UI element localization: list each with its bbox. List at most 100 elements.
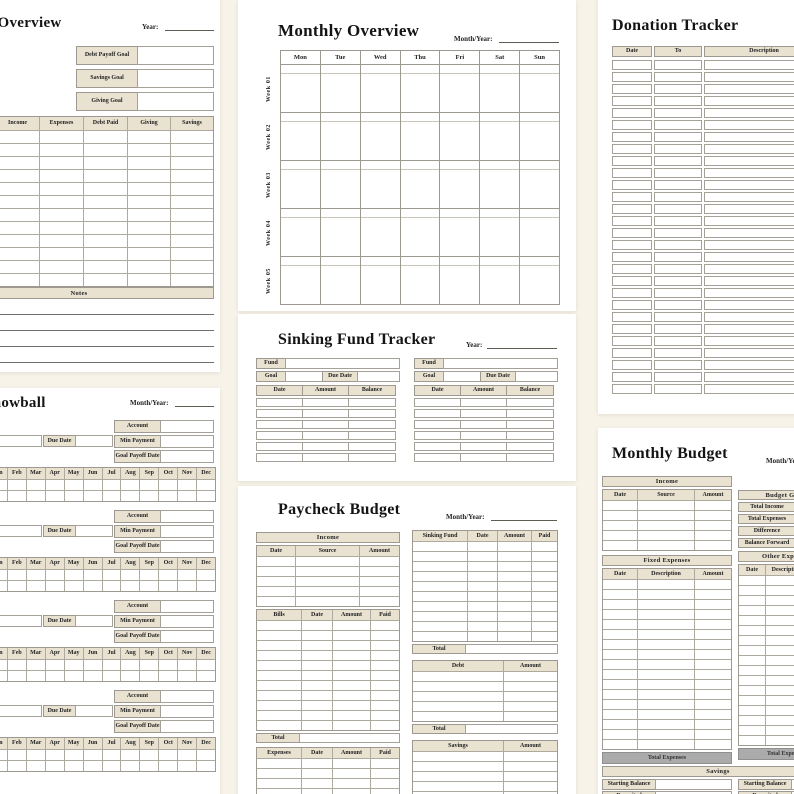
table-cell[interactable] xyxy=(120,491,139,501)
table-cell[interactable] xyxy=(170,170,213,182)
table-cell[interactable] xyxy=(63,660,83,670)
table-cell[interactable] xyxy=(332,711,370,720)
table-cell[interactable] xyxy=(63,491,83,501)
table-cell[interactable] xyxy=(414,398,461,407)
table-cell[interactable] xyxy=(139,570,158,580)
table-cell[interactable] xyxy=(82,581,102,591)
table-cell[interactable] xyxy=(739,726,765,735)
table-cell[interactable] xyxy=(39,222,83,234)
table-cell[interactable] xyxy=(637,630,694,639)
table-cell[interactable] xyxy=(196,750,215,760)
table-cell[interactable] xyxy=(101,660,121,670)
table-cell[interactable] xyxy=(101,480,121,490)
table-cell[interactable] xyxy=(765,666,794,675)
table-cell[interactable] xyxy=(83,274,127,286)
table-cell[interactable] xyxy=(739,706,765,715)
table-cell[interactable] xyxy=(413,772,503,781)
field-value-box[interactable] xyxy=(160,705,214,718)
table-cell[interactable] xyxy=(177,671,196,681)
table-cell[interactable] xyxy=(637,620,694,629)
table-cell[interactable] xyxy=(0,491,7,501)
due-date-box[interactable] xyxy=(515,371,558,382)
table-cell[interactable] xyxy=(127,261,170,273)
table-cell[interactable] xyxy=(603,680,637,689)
table-cell[interactable] xyxy=(765,706,794,715)
table-cell[interactable] xyxy=(460,409,507,418)
table-cell[interactable] xyxy=(739,736,765,745)
table-cell[interactable] xyxy=(765,616,794,625)
table-cell[interactable] xyxy=(704,300,794,310)
table-cell[interactable] xyxy=(25,480,45,490)
table-cell[interactable] xyxy=(158,660,177,670)
table-cell[interactable] xyxy=(637,511,694,520)
table-cell[interactable] xyxy=(739,676,765,685)
table-cell[interactable] xyxy=(704,108,794,118)
table-cell[interactable] xyxy=(612,336,652,346)
table-cell[interactable] xyxy=(295,587,359,596)
table-cell[interactable] xyxy=(158,761,177,771)
table-cell[interactable] xyxy=(654,360,702,370)
table-cell[interactable] xyxy=(637,650,694,659)
table-cell[interactable] xyxy=(139,491,158,501)
table-cell[interactable] xyxy=(413,672,503,681)
table-cell[interactable] xyxy=(127,144,170,156)
table-cell[interactable] xyxy=(603,600,637,609)
table-cell[interactable] xyxy=(301,789,332,794)
table-cell[interactable] xyxy=(120,671,139,681)
table-cell[interactable] xyxy=(413,682,503,691)
table-cell[interactable] xyxy=(612,384,652,394)
month-year-input-line[interactable] xyxy=(499,36,559,43)
table-cell[interactable] xyxy=(332,759,370,768)
table-cell[interactable] xyxy=(0,209,39,221)
table-cell[interactable] xyxy=(637,690,694,699)
table-cell[interactable] xyxy=(332,779,370,788)
table-cell[interactable] xyxy=(413,592,467,601)
table-cell[interactable] xyxy=(503,772,557,781)
table-cell[interactable] xyxy=(694,620,731,629)
table-cell[interactable] xyxy=(170,261,213,273)
table-cell[interactable] xyxy=(301,691,332,700)
table-cell[interactable] xyxy=(654,216,702,226)
table-cell[interactable] xyxy=(101,671,121,681)
table-cell[interactable] xyxy=(694,690,731,699)
table-cell[interactable] xyxy=(694,660,731,669)
table-cell[interactable] xyxy=(603,610,637,619)
table-cell[interactable] xyxy=(654,108,702,118)
table-cell[interactable] xyxy=(332,671,370,680)
table-cell[interactable] xyxy=(612,120,652,130)
table-cell[interactable] xyxy=(467,602,497,611)
table-cell[interactable] xyxy=(654,324,702,334)
table-cell[interactable] xyxy=(765,596,794,605)
table-cell[interactable] xyxy=(739,666,765,675)
table-cell[interactable] xyxy=(694,501,731,510)
table-cell[interactable] xyxy=(637,640,694,649)
table-cell[interactable] xyxy=(301,671,332,680)
table-cell[interactable] xyxy=(196,671,215,681)
table-cell[interactable] xyxy=(765,626,794,635)
table-cell[interactable] xyxy=(101,491,121,501)
table-cell[interactable] xyxy=(704,72,794,82)
table-cell[interactable] xyxy=(127,235,170,247)
table-cell[interactable] xyxy=(654,264,702,274)
table-cell[interactable] xyxy=(612,72,652,82)
table-cell[interactable] xyxy=(637,531,694,540)
table-cell[interactable] xyxy=(332,681,370,690)
table-cell[interactable] xyxy=(603,541,637,550)
table-cell[interactable] xyxy=(177,581,196,591)
table-cell[interactable] xyxy=(739,686,765,695)
table-cell[interactable] xyxy=(765,696,794,705)
table-cell[interactable] xyxy=(44,581,64,591)
table-cell[interactable] xyxy=(83,209,127,221)
table-cell[interactable] xyxy=(196,491,215,501)
field-value-box[interactable] xyxy=(160,600,214,613)
table-cell[interactable] xyxy=(301,759,332,768)
table-cell[interactable] xyxy=(120,750,139,760)
debt-name-box[interactable] xyxy=(0,435,42,447)
table-cell[interactable] xyxy=(295,557,359,566)
table-cell[interactable] xyxy=(332,789,370,794)
goal-value-box[interactable] xyxy=(443,371,481,382)
table-cell[interactable] xyxy=(704,216,794,226)
table-cell[interactable] xyxy=(694,740,731,749)
table-cell[interactable] xyxy=(460,453,507,462)
table-cell[interactable] xyxy=(603,710,637,719)
